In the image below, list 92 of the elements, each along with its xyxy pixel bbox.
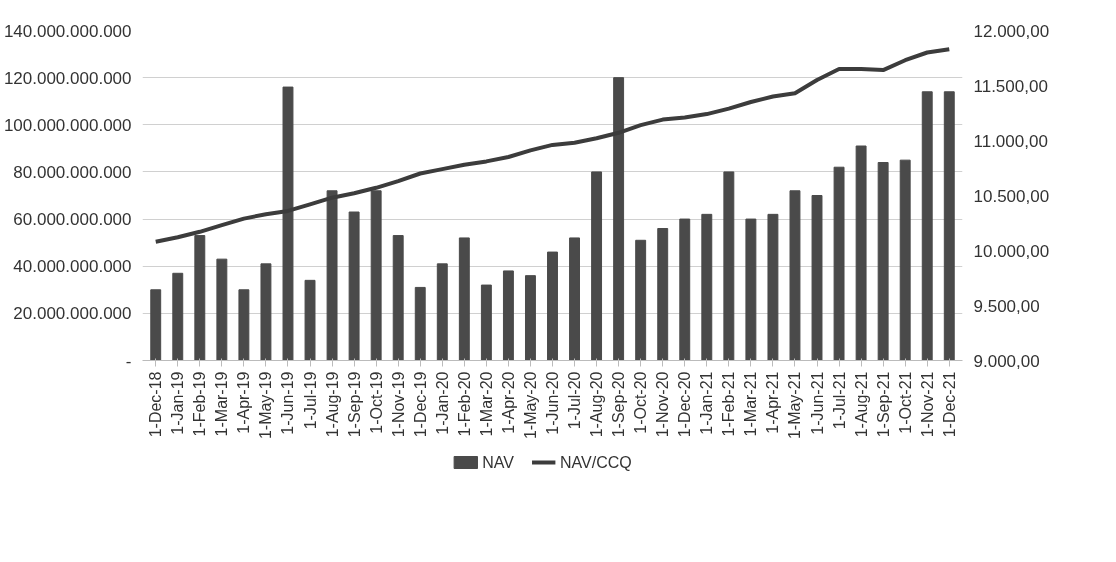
bar <box>436 263 448 361</box>
x-tick-label: 1-Sep-19 <box>345 371 363 438</box>
x-tick-label: 1-Feb-20 <box>455 371 473 437</box>
bar <box>723 171 735 361</box>
y-tick-label: 80.000.000.000 <box>13 162 132 182</box>
x-tick-label: 1-Jun-21 <box>808 371 826 435</box>
line-series <box>153 47 952 244</box>
bar <box>172 272 184 361</box>
x-tick-label: 1-Oct-21 <box>896 371 914 434</box>
bar <box>216 258 228 361</box>
y2-tick-label: 10.000,00 <box>973 241 1050 261</box>
x-tick-label: 1-Nov-19 <box>389 371 407 438</box>
x-tick-label: 1-Jun-19 <box>279 371 297 435</box>
x-tick-label: 1-May-19 <box>257 371 275 440</box>
bar <box>502 270 514 361</box>
bar <box>150 289 162 361</box>
bar <box>635 239 647 361</box>
x-tick-label: 1-Jul-20 <box>566 371 584 430</box>
bar <box>348 211 360 361</box>
bar <box>238 289 250 361</box>
legend-label: NAV <box>482 454 515 471</box>
x-tick-label: 1-Aug-21 <box>852 371 870 438</box>
x-tick-label: 1-Sep-21 <box>874 371 892 438</box>
bar <box>591 171 603 361</box>
bar <box>569 237 580 361</box>
bar <box>260 263 272 361</box>
x-tick-label: 1-Jan-20 <box>433 371 451 435</box>
bar <box>613 77 625 361</box>
bar <box>855 145 867 361</box>
y-tick-label: 40.000.000.000 <box>13 257 132 277</box>
y2-tick-label: 11.500,00 <box>973 76 1048 96</box>
y-tick-label: - <box>125 351 132 371</box>
x-tick-label: 1-Aug-19 <box>323 371 341 438</box>
y2-tick-label: 12.000,00 <box>973 21 1050 41</box>
bar <box>811 195 823 361</box>
bar <box>943 91 955 361</box>
bar <box>547 251 558 361</box>
bar <box>480 284 492 361</box>
bar <box>194 235 206 361</box>
x-tick-label: 1-Oct-20 <box>632 371 650 434</box>
y-tick-label: 120.000.000.000 <box>3 68 132 88</box>
bar <box>789 190 801 361</box>
bar <box>392 235 404 361</box>
bar <box>414 286 426 361</box>
y-tick-label: 20.000.000.000 <box>13 304 132 324</box>
x-tick-label: 1-Dec-18 <box>147 371 165 438</box>
x-tick-label: 1-Apr-19 <box>235 371 253 434</box>
x-tick-label: 1-Jul-21 <box>830 371 848 430</box>
y2-tick-label: 10.500,00 <box>973 186 1050 206</box>
bar <box>326 190 338 361</box>
x-tick-label: 1-May-20 <box>521 371 539 440</box>
bar <box>458 237 470 361</box>
bar <box>833 166 845 361</box>
x-tick-label: 1-Aug-20 <box>588 371 606 438</box>
x-tick-label: 1-Sep-20 <box>610 371 628 438</box>
bar <box>877 162 889 361</box>
y2-tick-label: 9.000,00 <box>973 351 1040 371</box>
y2-tick-label: 11.000,00 <box>973 131 1048 151</box>
x-tick-label: 1-Apr-20 <box>499 371 517 434</box>
x-tick-label: 1-Mar-20 <box>477 371 495 437</box>
bar <box>657 228 669 361</box>
x-tick-label: 1-Feb-19 <box>191 371 209 437</box>
x-tick-label: 1-Oct-19 <box>367 371 385 434</box>
bar <box>370 190 382 361</box>
bar <box>679 218 691 361</box>
bar <box>899 159 911 361</box>
y-tick-label: 100.000.000.000 <box>3 115 132 135</box>
bar <box>701 213 713 361</box>
x-tick-label: 1-Jan-19 <box>169 371 187 435</box>
x-tick-label: 1-Jun-20 <box>544 371 561 435</box>
bar <box>525 275 536 361</box>
y-tick-label: 60.000.000.000 <box>13 210 132 230</box>
x-tick-label: 1-Mar-21 <box>742 371 760 437</box>
x-tick-label: 1-Nov-20 <box>654 371 672 438</box>
x-tick-label: 1-Nov-21 <box>918 371 936 438</box>
bar <box>304 279 316 361</box>
y2-tick-label: 9.500,00 <box>973 296 1040 316</box>
x-tick-label: 1-Jul-19 <box>301 371 319 430</box>
bar <box>745 218 757 361</box>
bar <box>282 86 294 361</box>
x-tick-label: 1-Feb-21 <box>720 371 738 437</box>
x-tick-label: 1-May-21 <box>786 371 804 440</box>
y-tick-label: 140.000.000.000 <box>3 21 132 41</box>
bar <box>767 213 779 361</box>
x-tick-label: 1-Dec-19 <box>411 371 429 438</box>
x-tick-label: 1-Dec-21 <box>940 371 958 438</box>
x-tick-label: 1-Dec-20 <box>676 371 694 438</box>
x-tick-label: 1-Mar-19 <box>213 371 231 437</box>
bar <box>921 91 933 361</box>
legend-label: NAV/CCQ <box>560 454 632 471</box>
x-tick-label: 1-Jan-21 <box>698 371 716 435</box>
x-tick-label: 1-Apr-21 <box>764 371 782 434</box>
